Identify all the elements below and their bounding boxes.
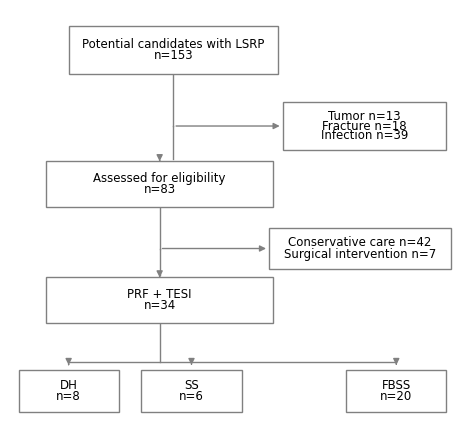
Text: Tumor n=13: Tumor n=13 [328,110,401,123]
Text: n=153: n=153 [154,49,193,62]
FancyBboxPatch shape [18,370,118,412]
Text: n=83: n=83 [144,183,176,196]
Text: SS: SS [184,379,199,392]
Text: Assessed for eligibility: Assessed for eligibility [93,172,226,185]
Text: FBSS: FBSS [382,379,411,392]
Text: Infection n=39: Infection n=39 [321,129,408,142]
FancyBboxPatch shape [46,277,273,323]
Text: DH: DH [60,379,78,392]
FancyBboxPatch shape [283,102,447,150]
Text: n=34: n=34 [144,299,176,312]
Text: Potential candidates with LSRP: Potential candidates with LSRP [82,38,264,51]
FancyBboxPatch shape [269,228,451,268]
Text: n=8: n=8 [56,390,81,403]
Text: Fracture n=18: Fracture n=18 [322,120,407,132]
FancyBboxPatch shape [46,161,273,207]
Text: Surgical intervention n=7: Surgical intervention n=7 [284,248,436,260]
FancyBboxPatch shape [69,26,278,74]
FancyBboxPatch shape [346,370,447,412]
Text: Conservative care n=42: Conservative care n=42 [288,236,431,249]
Text: n=6: n=6 [179,390,204,403]
FancyBboxPatch shape [141,370,242,412]
Text: PRF + TESI: PRF + TESI [128,288,192,301]
Text: n=20: n=20 [380,390,412,403]
